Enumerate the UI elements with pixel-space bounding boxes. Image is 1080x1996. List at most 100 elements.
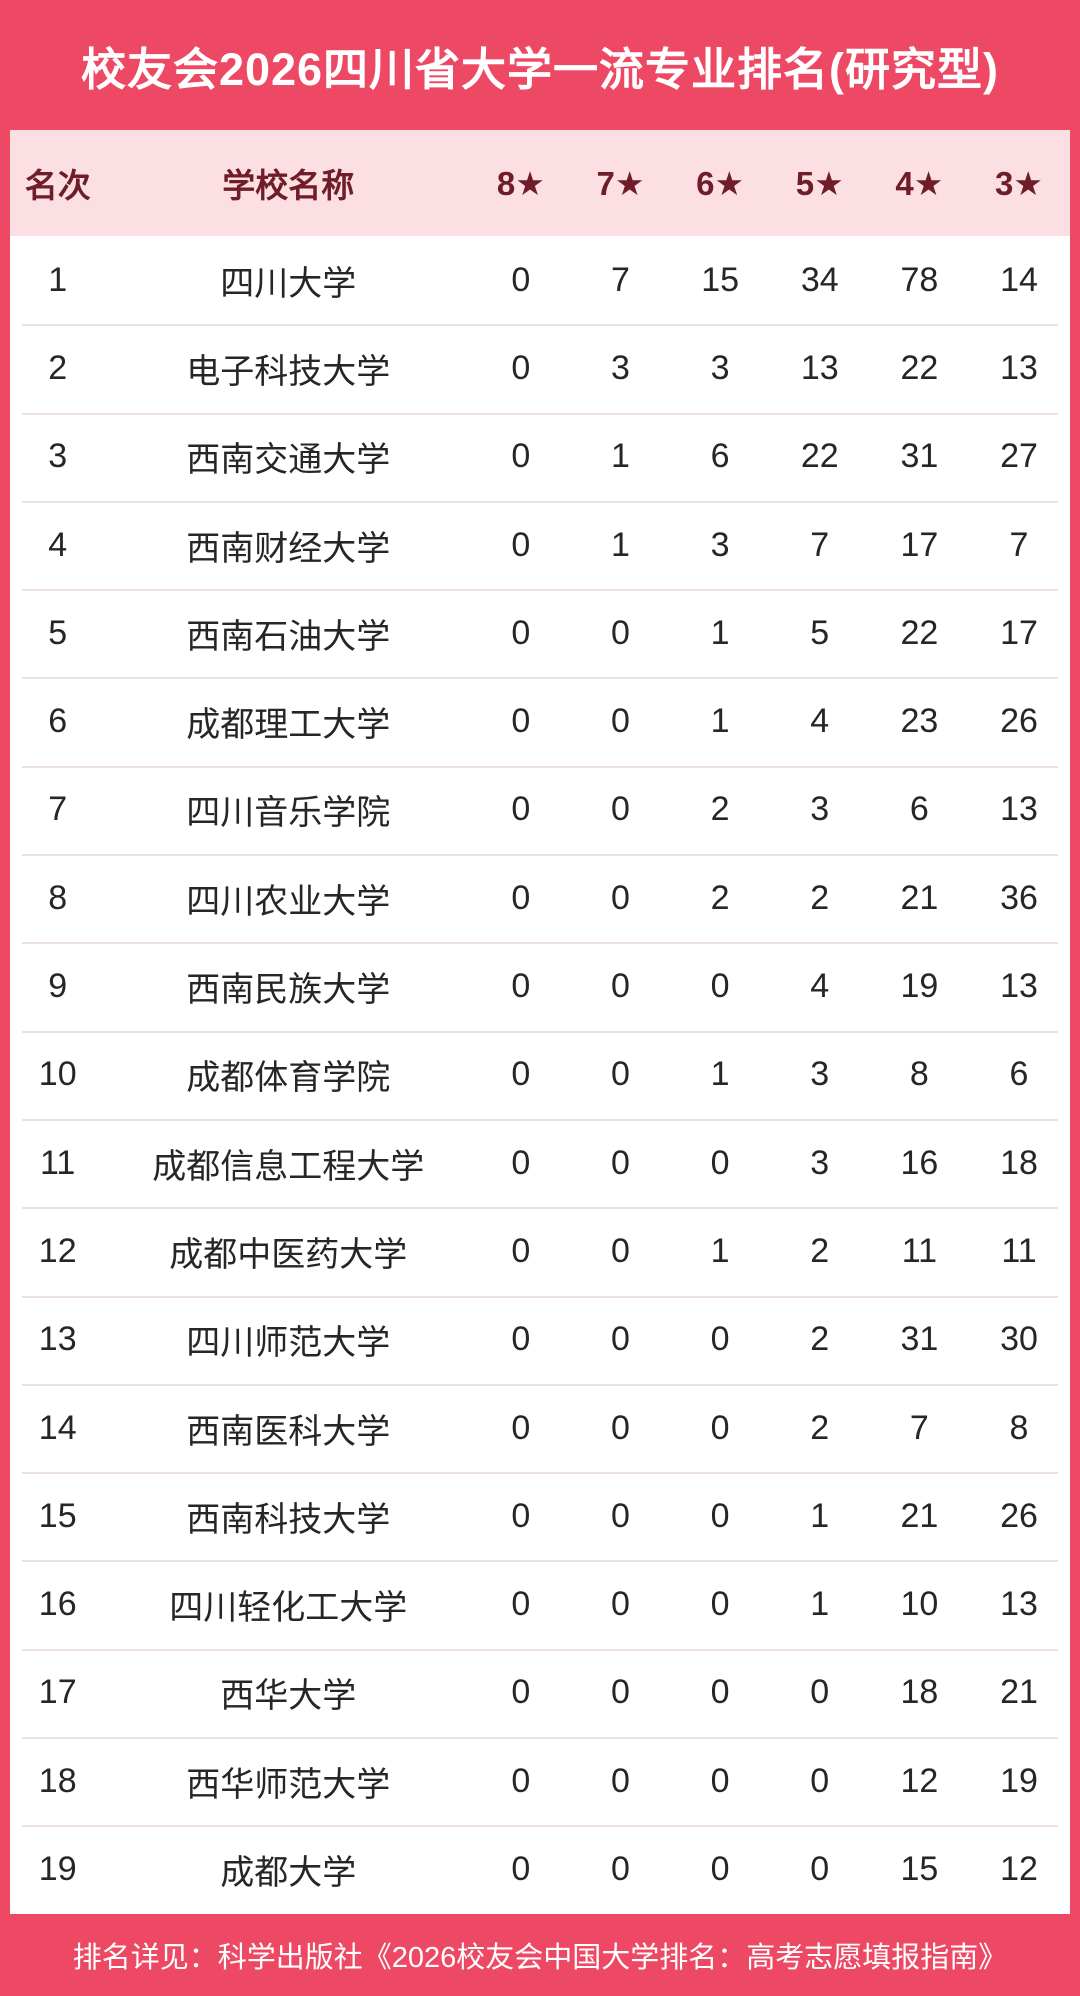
stat-6star-cell: 0: [710, 1408, 730, 1447]
school-cell: 西南医科大学: [186, 1412, 391, 1451]
stat-5star-cell: 1: [810, 1496, 830, 1535]
stat-4star-cell: 17: [900, 525, 939, 564]
stat-5star-cell: 13: [800, 348, 839, 387]
stat-7star-cell: 0: [611, 1496, 630, 1535]
school-cell: 西南交通大学: [186, 441, 391, 480]
table-row: 6 成都理工大学 0 0 1 4 23 26: [10, 677, 1070, 765]
stat-4star-cell: 21: [900, 1496, 939, 1535]
stat-7star-cell: 0: [611, 1761, 630, 1800]
stat-8star-cell: 0: [511, 967, 531, 1006]
stat-6star-cell: 3: [710, 348, 730, 387]
stat-8star-cell: 0: [511, 1849, 531, 1888]
stat-8star-cell: 0: [511, 1496, 531, 1535]
stat-3star-cell: 14: [1000, 260, 1038, 299]
table-row: 10 成都体育学院 0 0 1 3 8 6: [10, 1030, 1070, 1119]
school-cell: 电子科技大学: [186, 352, 391, 391]
stat-3star-cell: 12: [1000, 1849, 1038, 1888]
school-cell: 成都中医药大学: [169, 1235, 408, 1274]
footer-note: 排名详见：科学出版社《2026校友会中国大学排名：高考志愿填报指南》: [72, 1941, 1008, 1974]
stat-6star-cell: 1: [710, 702, 730, 741]
stat-8star-cell: 0: [511, 1055, 531, 1094]
rank-cell: 10: [38, 1055, 77, 1094]
rank-cell: 11: [40, 1143, 76, 1182]
stat-5star-cell: 5: [810, 613, 830, 652]
school-cell: 四川音乐学院: [186, 794, 391, 833]
stat-5star-cell: 3: [810, 1143, 830, 1182]
table-row: 1 四川大学 0 7 15 34 78 14: [10, 236, 1070, 324]
rank-cell: 19: [38, 1849, 77, 1888]
stat-6star-cell: 0: [710, 1496, 730, 1535]
school-cell: 成都信息工程大学: [152, 1147, 425, 1186]
table-row: 15 西南科技大学 0 0 0 1 21 26: [10, 1472, 1070, 1560]
stat-6star-cell: 1: [710, 613, 730, 652]
stat-8star-cell: 0: [511, 1585, 531, 1624]
rank-cell: 18: [38, 1761, 77, 1800]
column-header-3star: 3★: [995, 164, 1043, 202]
column-header-7star: 7★: [596, 164, 645, 202]
table-row: 17 西华大学 0 0 0 0 18 21: [10, 1648, 1070, 1737]
stat-6star-cell: 0: [710, 1761, 730, 1800]
stat-5star-cell: 7: [810, 525, 830, 564]
stat-5star-cell: 2: [810, 1320, 830, 1359]
stat-6star-cell: 15: [701, 260, 740, 299]
stat-8star-cell: 0: [511, 1143, 531, 1182]
rank-cell: 13: [38, 1320, 77, 1359]
table-row: 2 电子科技大学 0 3 3 13 22 13: [10, 324, 1070, 412]
rank-cell: 15: [38, 1496, 77, 1535]
table-row: 18 西华师范大学 0 0 0 0 12 19: [10, 1737, 1070, 1825]
stat-8star-cell: 0: [511, 1673, 531, 1712]
school-cell: 成都体育学院: [186, 1059, 391, 1098]
stat-8star-cell: 0: [511, 437, 531, 476]
stat-6star-cell: 1: [710, 1055, 730, 1094]
stat-3star-cell: 26: [1000, 1496, 1038, 1535]
school-cell: 西华大学: [220, 1677, 357, 1716]
ranking-table: 名次 学校名称 8★ 7★ 6★ 5★ 4★ 3★ 1 四川大学 0 7 15 …: [10, 130, 1070, 1914]
stat-6star-cell: 0: [710, 1849, 730, 1888]
stat-8star-cell: 0: [511, 525, 531, 564]
stat-8star-cell: 0: [511, 790, 531, 829]
stat-4star-cell: 18: [900, 1673, 939, 1712]
stat-6star-cell: 2: [710, 790, 730, 829]
stat-4star-cell: 21: [900, 878, 939, 917]
stat-7star-cell: 1: [611, 437, 630, 476]
table-row: 7 四川音乐学院 0 0 2 3 6 13: [10, 765, 1070, 854]
stat-8star-cell: 0: [511, 1408, 531, 1447]
rank-cell: 12: [38, 1231, 77, 1270]
stat-6star-cell: 0: [710, 1585, 730, 1624]
rank-cell: 4: [48, 525, 68, 564]
stat-5star-cell: 4: [810, 702, 830, 741]
stat-7star-cell: 0: [611, 1320, 630, 1359]
school-cell: 西南民族大学: [186, 971, 391, 1010]
stat-6star-cell: 0: [710, 967, 730, 1006]
rank-cell: 5: [48, 613, 68, 652]
rank-cell: 8: [48, 878, 68, 917]
table-row: 16 四川轻化工大学 0 0 0 1 10 13: [10, 1560, 1070, 1648]
table-body: 1 四川大学 0 7 15 34 78 14 2 电子科技大学 0 3 3 13…: [10, 236, 1070, 1914]
stat-7star-cell: 0: [611, 1673, 630, 1712]
stat-7star-cell: 0: [611, 878, 630, 917]
column-header-school: 学校名称: [222, 167, 355, 204]
table-row: 13 四川师范大学 0 0 0 2 31 30: [10, 1295, 1070, 1384]
stat-8star-cell: 0: [511, 878, 531, 917]
stat-5star-cell: 0: [810, 1761, 830, 1800]
table-row: 3 西南交通大学 0 1 6 22 31 27: [10, 412, 1070, 501]
stat-3star-cell: 21: [1000, 1673, 1038, 1712]
stat-3star-cell: 7: [1009, 525, 1029, 564]
stat-4star-cell: 16: [900, 1143, 939, 1182]
stat-3star-cell: 6: [1009, 1055, 1029, 1094]
stat-3star-cell: 19: [1000, 1761, 1038, 1800]
stat-4star-cell: 22: [900, 613, 939, 652]
stat-7star-cell: 0: [611, 1408, 630, 1447]
stat-6star-cell: 0: [710, 1143, 730, 1182]
stat-5star-cell: 2: [810, 1231, 830, 1270]
stat-4star-cell: 31: [900, 437, 939, 476]
stat-4star-cell: 6: [909, 790, 929, 829]
stat-3star-cell: 36: [1000, 878, 1038, 917]
column-header-4star: 4★: [895, 164, 944, 202]
rank-cell: 17: [38, 1673, 77, 1712]
table-row: 19 成都大学 0 0 0 0 15 12: [10, 1825, 1070, 1913]
stat-8star-cell: 0: [511, 702, 531, 741]
footer-bar: 排名详见：科学出版社《2026校友会中国大学排名：高考志愿填报指南》: [0, 1914, 1080, 1996]
stat-5star-cell: 4: [810, 967, 830, 1006]
stat-8star-cell: 0: [511, 1231, 531, 1270]
